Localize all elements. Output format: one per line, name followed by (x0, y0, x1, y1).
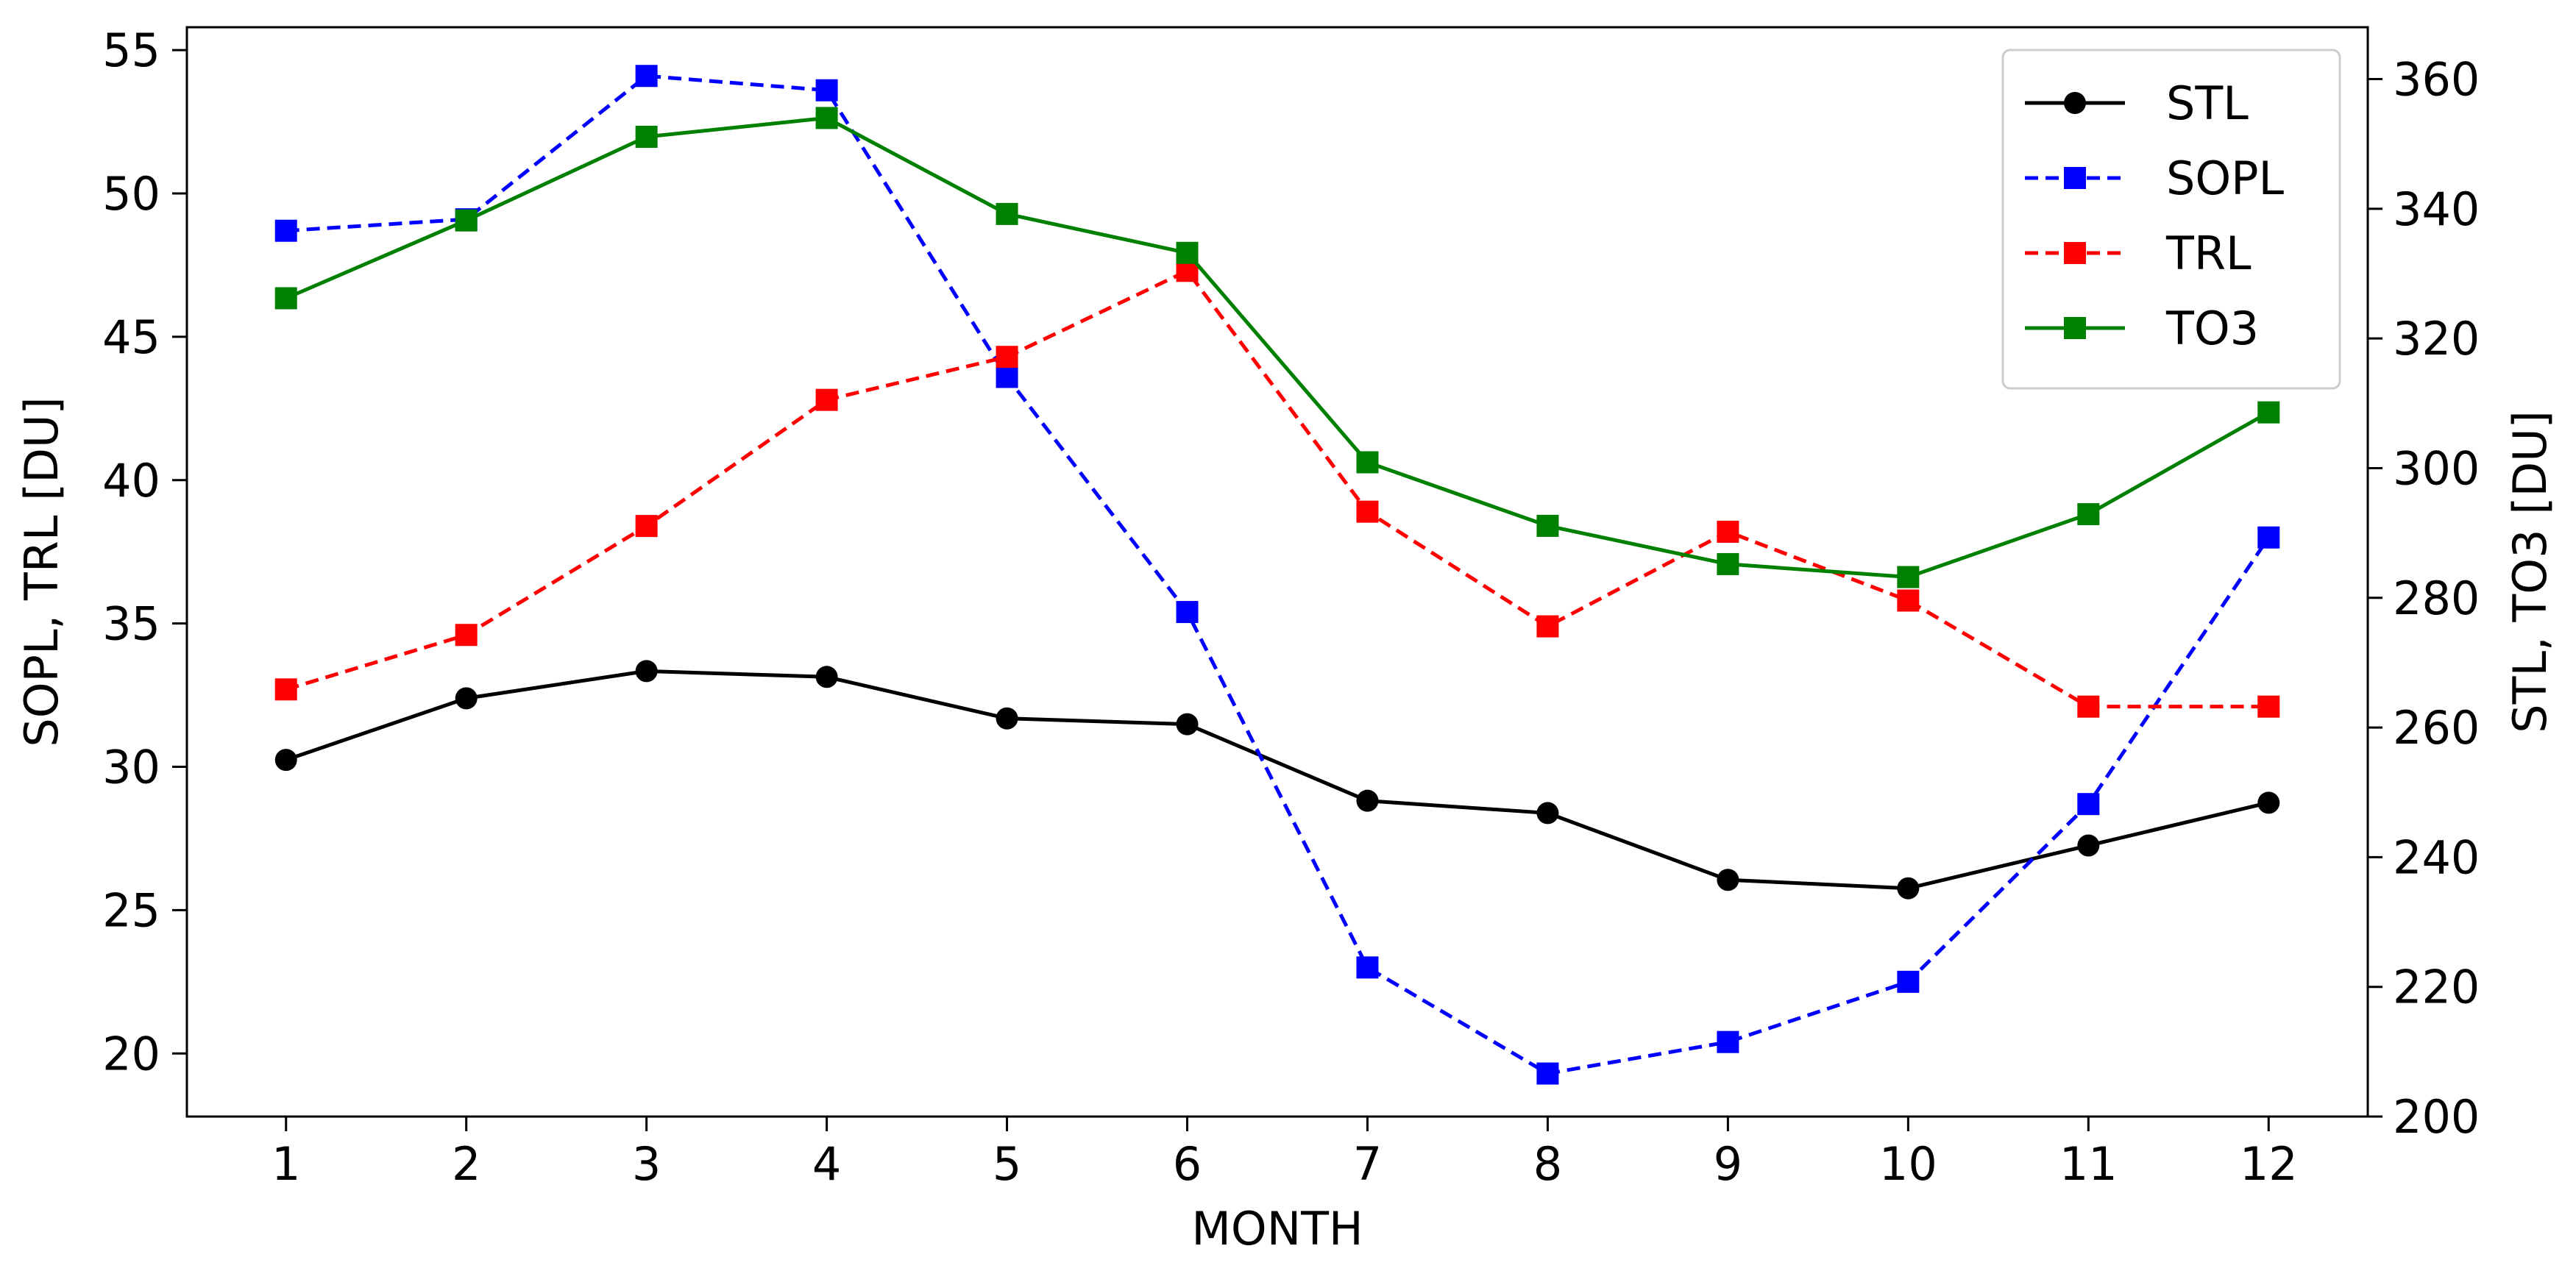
legend-box (2001, 49, 2341, 390)
data-point-to3 (2077, 503, 2100, 526)
data-point-trl (455, 624, 478, 647)
y-axis-label-right: STL, TO3 [DU] (2503, 410, 2557, 733)
legend-label-to3: TO3 (2165, 302, 2259, 355)
data-point-stl (1176, 713, 1199, 736)
data-point-to3 (2257, 401, 2280, 424)
data-point-to3 (274, 287, 297, 310)
legend-label-stl: STL (2166, 76, 2249, 130)
data-point-trl (274, 678, 297, 701)
legend-marker-stl (2064, 92, 2086, 114)
legend-marker-to3 (2064, 317, 2086, 339)
series-sopl (274, 65, 2280, 1085)
x-tick-label: 8 (1533, 1137, 1562, 1191)
data-point-stl (996, 707, 1018, 730)
data-point-to3 (815, 107, 838, 129)
data-point-to3 (1536, 514, 1559, 537)
right-tick-label: 240 (2393, 830, 2480, 884)
data-point-to3 (1897, 566, 1920, 588)
left-tick-label: 20 (102, 1027, 160, 1080)
data-point-stl (1536, 802, 1559, 825)
y-axis-label-left: SOPL, TRL [DU] (15, 396, 68, 747)
data-point-stl (455, 687, 478, 710)
left-tick-label: 45 (102, 310, 160, 364)
data-point-stl (1717, 869, 1739, 891)
right-tick-label: 220 (2393, 961, 2480, 1014)
x-tick-label: 10 (1879, 1137, 1937, 1191)
x-tick-label: 7 (1353, 1137, 1382, 1191)
x-tick-label: 11 (2059, 1137, 2118, 1191)
x-tick-label: 2 (452, 1137, 480, 1191)
legend: STL SOPL TRL TO3 (2001, 49, 2341, 390)
data-point-sopl (1356, 956, 1379, 979)
data-point-trl (635, 515, 658, 538)
left-tick-label: 35 (102, 597, 160, 651)
data-point-sopl (1536, 1062, 1559, 1085)
data-point-trl (1897, 589, 1920, 612)
legend-label-trl: TRL (2165, 227, 2252, 280)
right-tick-label: 280 (2393, 572, 2480, 625)
x-tick-label: 12 (2240, 1137, 2298, 1191)
data-point-trl (815, 388, 838, 411)
data-point-to3 (635, 125, 658, 148)
plot-frame (185, 26, 2369, 1118)
x-tick-label: 3 (632, 1137, 661, 1191)
data-point-stl (815, 666, 838, 688)
data-point-trl (2257, 695, 2280, 718)
data-point-stl (274, 749, 297, 772)
data-point-to3 (1717, 552, 1739, 575)
right-tick-label: 260 (2393, 701, 2480, 755)
legend-label-sopl: SOPL (2166, 152, 2285, 205)
legend-marker-trl (2064, 242, 2086, 264)
x-tick-label: 6 (1173, 1137, 1202, 1191)
right-tick-label: 200 (2393, 1090, 2480, 1144)
data-point-sopl (635, 65, 658, 88)
right-tick-label: 340 (2393, 182, 2480, 236)
data-point-trl (1717, 520, 1739, 543)
x-axis-label: MONTH (1191, 1202, 1363, 1256)
data-point-trl (996, 346, 1018, 369)
data-point-sopl (1897, 970, 1920, 993)
x-tick-label: 4 (812, 1137, 841, 1191)
data-point-trl (1356, 500, 1379, 523)
x-tick-label: 5 (993, 1137, 1021, 1191)
data-point-sopl (815, 79, 838, 102)
series-to3 (274, 107, 2280, 588)
right-tick-label: 360 (2393, 53, 2480, 107)
series-line-stl (285, 669, 2269, 891)
data-point-to3 (1356, 451, 1379, 474)
series-stl (274, 660, 2280, 900)
data-point-sopl (1717, 1030, 1739, 1053)
left-tick-label: 50 (102, 167, 160, 221)
data-point-sopl (2077, 793, 2100, 816)
series-line-trl (285, 268, 2269, 709)
legend-marker-sopl (2064, 167, 2086, 189)
series-trl (274, 260, 2280, 718)
series-line-sopl (285, 74, 2271, 1076)
data-point-stl (635, 660, 658, 683)
data-point-sopl (2257, 526, 2280, 549)
data-point-trl (2077, 695, 2100, 718)
data-point-sopl (274, 219, 297, 242)
x-tick-label: 9 (1714, 1137, 1742, 1191)
data-point-stl (1897, 877, 1920, 900)
left-tick-label: 55 (102, 24, 160, 77)
series-line-to3 (285, 115, 2270, 580)
right-tick-label: 300 (2393, 441, 2480, 495)
data-point-stl (2077, 834, 2100, 857)
data-point-sopl (1176, 601, 1199, 624)
x-tick-label: 1 (272, 1137, 300, 1191)
right-tick-label: 320 (2393, 312, 2480, 366)
left-tick-label: 30 (102, 741, 160, 794)
data-point-to3 (455, 209, 478, 232)
data-point-trl (1536, 615, 1559, 638)
left-tick-label: 40 (102, 454, 160, 508)
left-tick-label: 25 (102, 883, 160, 937)
data-point-to3 (996, 202, 1018, 225)
data-point-stl (2257, 791, 2280, 814)
data-point-sopl (996, 366, 1018, 388)
data-point-to3 (1176, 241, 1199, 264)
data-point-stl (1356, 789, 1379, 812)
